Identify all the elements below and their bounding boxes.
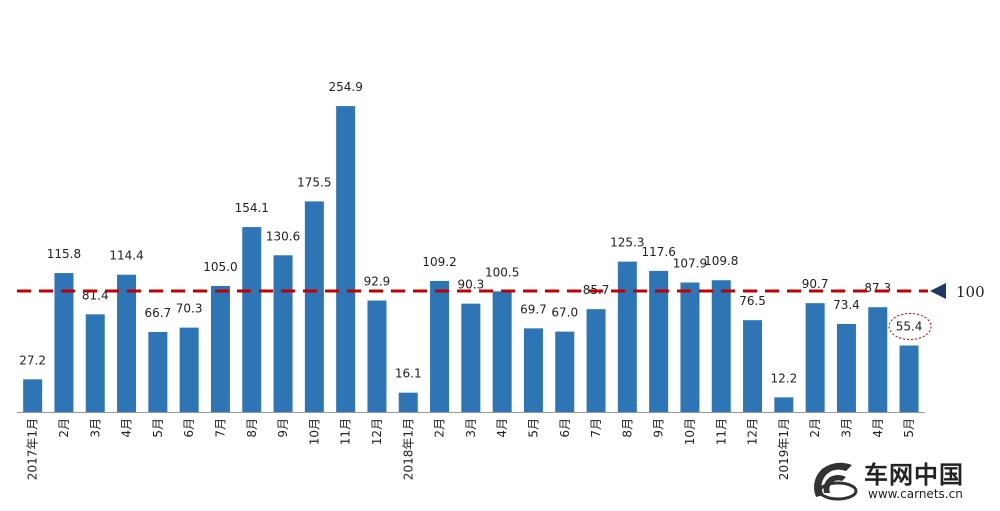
value-label-19: 125.3 bbox=[610, 236, 644, 250]
x-tick-label-14: 3月 bbox=[464, 418, 478, 438]
bar-4 bbox=[148, 331, 168, 412]
x-tick-labels-group: 2017年1月 2月 3月 4月 5月 6月 7月 8月 9月 10月 11月 12月 2018年1月 2… bbox=[26, 418, 916, 480]
bar-28 bbox=[899, 345, 919, 412]
bar-25 bbox=[805, 303, 825, 412]
value-label-16: 69.7 bbox=[520, 302, 547, 316]
value-label-11: 92.9 bbox=[364, 275, 391, 289]
bar-21 bbox=[680, 282, 700, 412]
x-tick-label-23: 12月 bbox=[746, 418, 760, 445]
x-tick-label-12: 2018年1月 bbox=[401, 418, 415, 480]
x-tick-label-24: 2019年1月 bbox=[777, 418, 791, 480]
bars-group bbox=[23, 106, 919, 413]
x-tick-label-18: 7月 bbox=[589, 418, 603, 438]
value-label-22: 109.8 bbox=[704, 254, 738, 268]
x-tick-label-20: 9月 bbox=[652, 418, 666, 438]
bar-7 bbox=[242, 227, 262, 412]
x-tick-label-7: 8月 bbox=[245, 418, 259, 438]
x-tick-label-9: 10月 bbox=[307, 418, 321, 445]
bar-13 bbox=[430, 280, 450, 412]
x-tick-label-11: 12月 bbox=[370, 418, 384, 445]
value-label-5: 70.3 bbox=[176, 302, 203, 316]
value-label-12: 16.1 bbox=[395, 367, 422, 381]
x-tick-label-28: 5月 bbox=[902, 418, 916, 438]
x-tick-label-3: 4月 bbox=[120, 418, 134, 438]
value-label-14: 90.3 bbox=[457, 278, 484, 292]
x-tick-label-10: 11月 bbox=[339, 418, 353, 445]
bar-2 bbox=[85, 314, 105, 412]
value-label-15: 100.5 bbox=[485, 265, 519, 279]
value-label-7: 154.1 bbox=[235, 201, 269, 215]
watermark-logo: 车网中国 www.carnets.cn bbox=[808, 455, 998, 507]
x-tick-label-27: 4月 bbox=[871, 418, 885, 438]
value-label-27: 87.3 bbox=[864, 281, 891, 295]
bar-10 bbox=[336, 106, 356, 413]
x-tick-label-16: 5月 bbox=[526, 418, 540, 438]
x-tick-label-13: 2月 bbox=[433, 418, 447, 438]
bar-12 bbox=[398, 392, 418, 412]
value-label-26: 73.4 bbox=[833, 298, 860, 312]
bar-19 bbox=[617, 261, 637, 412]
value-label-6: 105.0 bbox=[203, 260, 237, 274]
x-tick-label-19: 8月 bbox=[620, 418, 634, 438]
x-tick-label-1: 2月 bbox=[57, 418, 71, 438]
bar-8 bbox=[273, 255, 293, 412]
value-label-9: 175.5 bbox=[297, 175, 331, 189]
carnets-logo-icon bbox=[814, 462, 858, 501]
value-label-17: 67.0 bbox=[551, 306, 578, 320]
brand-url: www.carnets.cn bbox=[868, 487, 963, 501]
bar-6 bbox=[210, 286, 230, 412]
bar-11 bbox=[367, 300, 387, 412]
bar-24 bbox=[774, 397, 794, 412]
value-label-3: 114.4 bbox=[109, 249, 143, 263]
value-label-8: 130.6 bbox=[266, 229, 300, 243]
value-label-4: 66.7 bbox=[144, 306, 171, 320]
x-tick-label-21: 10月 bbox=[683, 418, 697, 445]
bar-26 bbox=[836, 323, 856, 412]
bar-27 bbox=[868, 307, 888, 412]
x-tick-label-8: 9月 bbox=[276, 418, 290, 438]
bar-16 bbox=[523, 328, 543, 412]
x-tick-label-22: 11月 bbox=[714, 418, 728, 445]
bar-18 bbox=[586, 309, 606, 412]
value-label-25: 90.7 bbox=[802, 277, 829, 291]
reference-arrow-icon bbox=[930, 283, 946, 299]
reference-line-label: 100 bbox=[956, 283, 985, 301]
x-tick-label-4: 5月 bbox=[151, 418, 165, 438]
x-tick-label-26: 3月 bbox=[839, 418, 853, 438]
x-tick-label-15: 4月 bbox=[495, 418, 509, 438]
value-label-21: 107.9 bbox=[673, 257, 707, 271]
bar-3 bbox=[117, 274, 137, 412]
x-tick-label-17: 6月 bbox=[558, 418, 572, 438]
bar-15 bbox=[492, 291, 512, 412]
bar-14 bbox=[461, 303, 481, 412]
value-label-28: 55.4 bbox=[896, 320, 923, 334]
bar-5 bbox=[179, 327, 199, 412]
brand-name: 车网中国 bbox=[864, 461, 964, 489]
value-label-24: 12.2 bbox=[770, 371, 797, 385]
value-label-23: 76.5 bbox=[739, 294, 766, 308]
highlight-circle bbox=[888, 313, 932, 341]
value-label-10: 254.9 bbox=[328, 80, 362, 94]
value-label-13: 109.2 bbox=[422, 255, 456, 269]
x-tick-label-6: 7月 bbox=[213, 418, 227, 438]
bar-17 bbox=[555, 331, 575, 412]
bar-22 bbox=[711, 280, 731, 412]
bar-1 bbox=[54, 273, 74, 412]
bar-0 bbox=[23, 379, 43, 412]
x-tick-label-25: 2月 bbox=[808, 418, 822, 438]
value-label-1: 115.8 bbox=[47, 247, 81, 261]
x-tick-label-2: 3月 bbox=[88, 418, 102, 438]
bar-20 bbox=[649, 270, 669, 412]
value-label-20: 117.6 bbox=[641, 245, 675, 259]
bar-9 bbox=[304, 201, 324, 412]
value-label-0: 27.2 bbox=[19, 353, 46, 367]
x-tick-label-5: 6月 bbox=[182, 418, 196, 438]
x-tick-label-0: 2017年1月 bbox=[26, 418, 40, 480]
bar-23 bbox=[743, 320, 763, 412]
